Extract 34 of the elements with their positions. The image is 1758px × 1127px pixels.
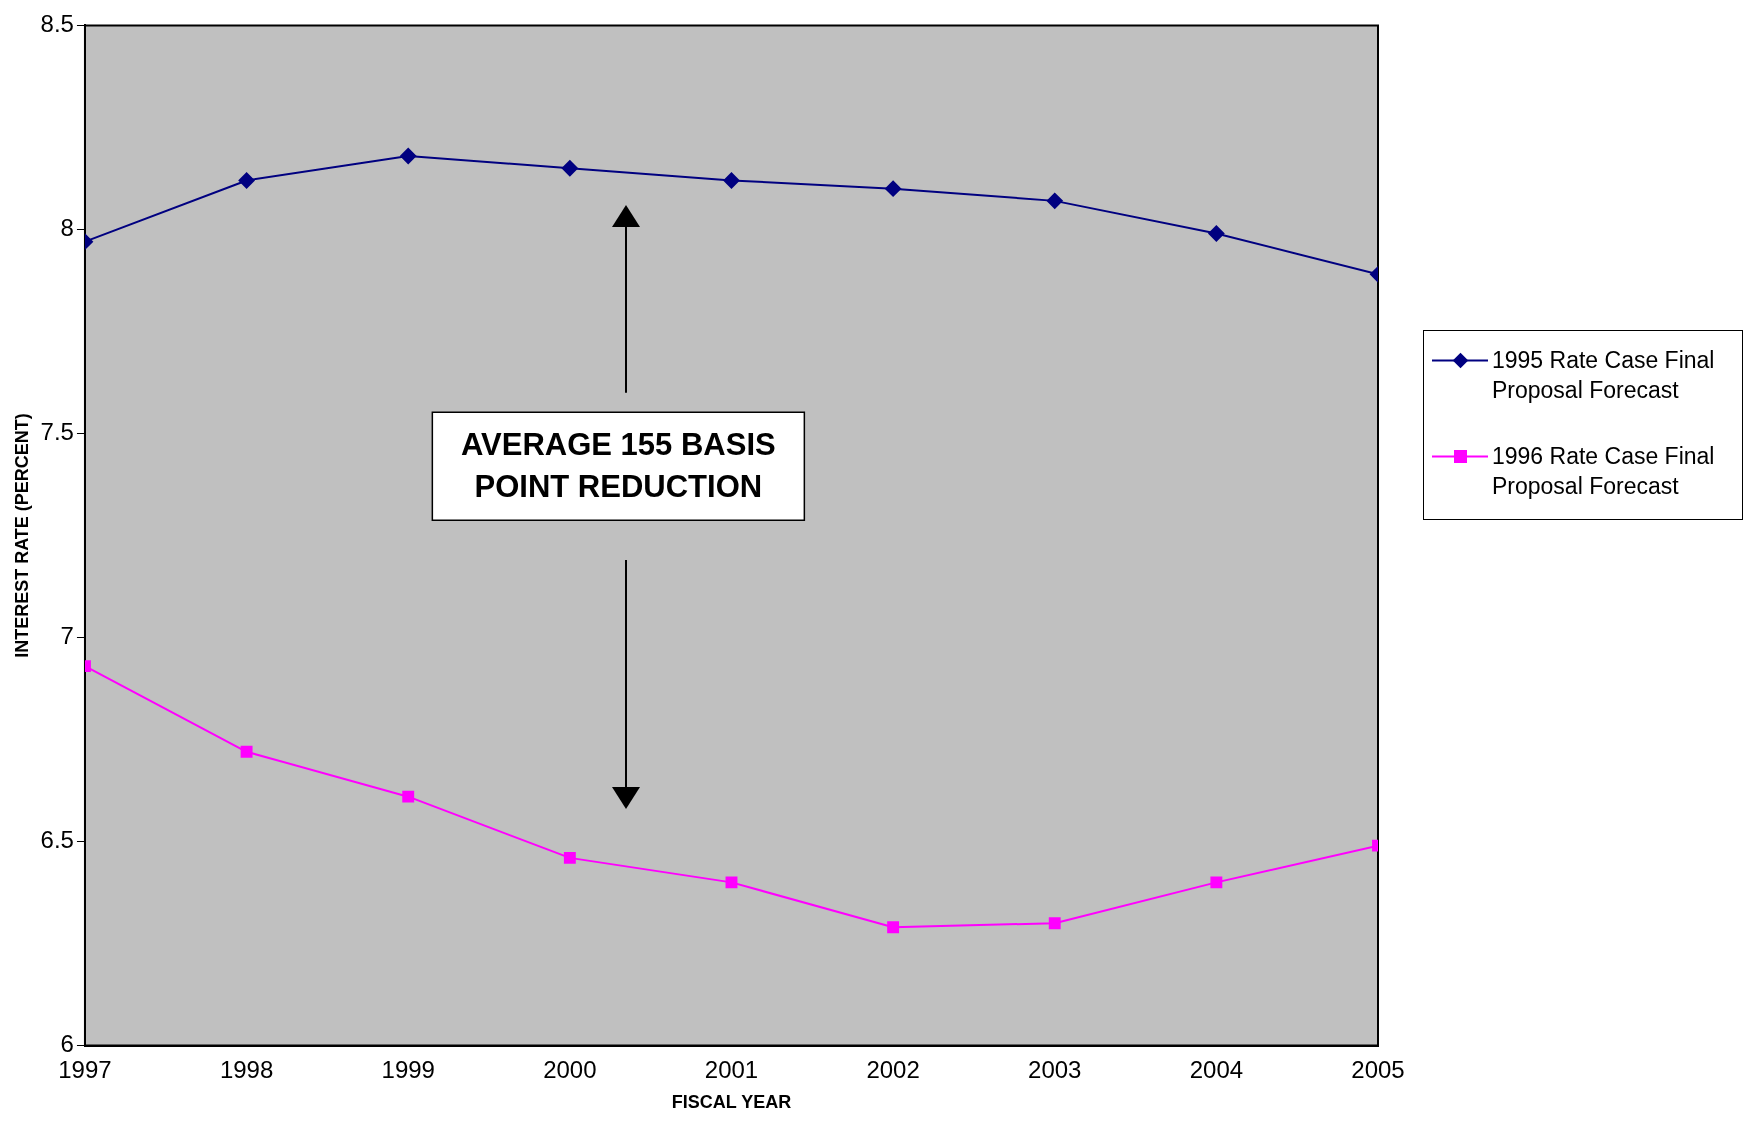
point bbox=[238, 172, 255, 189]
y-axis-title: INTEREST RATE (PERCENT) bbox=[11, 413, 32, 658]
point bbox=[240, 745, 253, 758]
x-tick-label: 2003 bbox=[1028, 1055, 1082, 1083]
x-tick-label: 2005 bbox=[1351, 1055, 1405, 1083]
point bbox=[723, 172, 740, 189]
x-tick-label: 1998 bbox=[219, 1055, 274, 1083]
annotation: AVERAGE 155 BASIS POINT REDUCTION bbox=[460, 426, 776, 504]
x-tick-label: 1999 bbox=[381, 1055, 435, 1083]
point bbox=[563, 851, 576, 864]
y-tick-label: 8 bbox=[60, 214, 74, 242]
x-tick-label: 2002 bbox=[866, 1055, 920, 1083]
legend-label: 1996 Rate Case Final Proposal Forecast bbox=[1492, 442, 1716, 501]
point bbox=[1046, 192, 1063, 209]
x-axis-title: FISCAL YEAR bbox=[671, 1092, 792, 1113]
y-tick-label: 6.5 bbox=[40, 826, 74, 854]
x-tick-label: 2004 bbox=[1189, 1055, 1244, 1083]
y-tick-label: 8.5 bbox=[40, 10, 74, 38]
point bbox=[1048, 917, 1061, 930]
y-tick-label: 6 bbox=[60, 1030, 74, 1058]
x-tick-label: 2000 bbox=[543, 1055, 597, 1083]
point bbox=[725, 876, 738, 889]
legend-label: 1995 Rate Case Final Proposal Forecast bbox=[1492, 346, 1716, 405]
x-tick-label: 1997 bbox=[58, 1055, 112, 1083]
point bbox=[402, 790, 415, 803]
x-tick-label: 2001 bbox=[704, 1055, 759, 1083]
point bbox=[400, 147, 417, 164]
y-tick-label: 7.5 bbox=[40, 418, 74, 446]
point bbox=[887, 921, 900, 934]
point bbox=[1208, 225, 1225, 242]
point bbox=[885, 180, 902, 197]
point bbox=[561, 160, 578, 177]
point bbox=[1210, 876, 1223, 889]
y-tick-label: 7 bbox=[60, 622, 74, 650]
